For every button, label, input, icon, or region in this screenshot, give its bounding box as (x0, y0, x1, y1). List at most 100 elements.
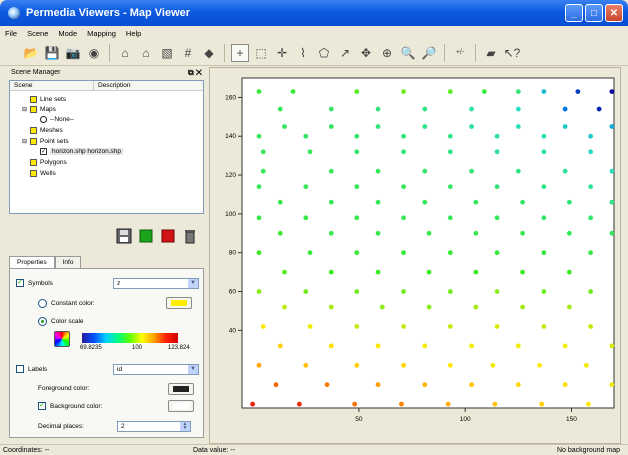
map-canvas[interactable]: 50 100 150 40 60 80 100 120 140 160 (209, 67, 621, 444)
home-view-icon[interactable]: ⌂ (142, 45, 150, 60)
collapse-icon[interactable]: ⊟ (22, 107, 28, 113)
color-scale-picker-icon[interactable] (54, 331, 70, 347)
trash-icon[interactable] (182, 228, 198, 244)
tree-item-line-sets[interactable]: Line sets (30, 95, 66, 104)
data-point (447, 215, 453, 221)
tree-item-point-sets[interactable]: ⊟ Point sets (22, 137, 69, 146)
zoom-window-icon[interactable]: ⊕ (381, 45, 393, 60)
labels-field-value: id (117, 366, 123, 373)
labels-field-select[interactable]: id ▼ (113, 364, 199, 375)
polyline-icon[interactable]: ⌇ (300, 45, 306, 60)
maximize-button[interactable]: □ (585, 4, 603, 22)
radio-empty-icon[interactable] (40, 116, 47, 123)
foreground-label: Foreground color: (38, 385, 90, 392)
measure-icon[interactable]: ↗ (339, 45, 351, 60)
menu-mapping[interactable]: Mapping (87, 28, 116, 38)
data-point (515, 168, 521, 174)
close-button[interactable]: ✕ (605, 4, 623, 22)
zoom-out-icon[interactable]: 🔎 (421, 45, 437, 60)
pan-icon[interactable]: ✥ (360, 45, 372, 60)
tree-item-label: Wells (40, 170, 56, 177)
book-icon[interactable]: ▰ (486, 45, 496, 60)
map-image-icon[interactable]: ▧ (161, 45, 173, 60)
x-tick-label: 50 (355, 416, 363, 423)
data-point (562, 124, 568, 129)
tree-item-wells[interactable]: Wells (30, 169, 56, 178)
scatter-plot[interactable]: 50 100 150 40 60 80 100 120 140 160 (210, 68, 622, 445)
data-point (375, 230, 381, 236)
dock-controls[interactable]: ⧉ ✕ (187, 67, 202, 77)
data-point (303, 362, 309, 368)
decimal-row: Decimal places: (38, 423, 84, 430)
collapse-icon[interactable]: ⊟ (22, 139, 28, 145)
data-point (328, 269, 334, 275)
show-all-green-icon[interactable] (138, 228, 154, 244)
data-point (609, 199, 615, 205)
foreground-color-button[interactable] (168, 383, 194, 395)
constant-color-radio[interactable] (38, 299, 47, 308)
background-checkbox[interactable]: ✓ (38, 402, 46, 410)
tree-item-none[interactable]: --None-- (40, 115, 74, 124)
data-point (354, 89, 360, 94)
tree-item-label: Line sets (40, 96, 67, 103)
toolbar-divider (109, 43, 110, 62)
decimal-places-spinbox[interactable]: 2 ▲ ▼ (117, 421, 191, 432)
menu-help[interactable]: Help (125, 28, 142, 38)
background-color-button[interactable] (168, 400, 194, 412)
data-point (399, 401, 404, 407)
data-point (328, 304, 334, 310)
hide-all-red-icon[interactable] (160, 228, 176, 244)
data-point (422, 124, 428, 129)
data-point (282, 269, 287, 275)
data-point (541, 324, 547, 329)
minimize-button[interactable]: _ (565, 4, 583, 22)
crosshair-icon[interactable]: ✛ (276, 45, 288, 60)
symbols-field-select[interactable]: z ▼ (113, 278, 199, 289)
horizon-description: horizon.shp (87, 148, 122, 155)
grid-icon[interactable]: # (184, 45, 192, 60)
data-point (260, 168, 266, 174)
data-point (375, 199, 381, 205)
color-scale-radio[interactable] (38, 317, 47, 326)
data-point (401, 289, 406, 294)
data-point (609, 230, 615, 236)
home-icon[interactable]: ⌂ (121, 45, 129, 60)
scene-tree[interactable]: Scene Description Line sets ⊟ Maps --Non… (9, 80, 204, 214)
camera-icon[interactable]: 📷 (65, 45, 81, 60)
save-icon[interactable]: 💾 (44, 45, 60, 60)
checkbox-checked-icon[interactable]: ✓ (40, 148, 47, 155)
data-point (515, 89, 521, 94)
symbols-checkbox[interactable]: ✓ (16, 279, 24, 287)
tree-item-horizon[interactable]: ✓ horizon.shp horizon.shp (40, 147, 124, 156)
rectangle-select-icon[interactable]: ⬚ (255, 45, 267, 60)
3d-view-icon[interactable]: ◆ (204, 45, 214, 60)
zoom-plus-minus-button[interactable]: +/- (455, 49, 465, 56)
decimal-places-value: 2 (121, 423, 125, 430)
constant-color-button[interactable] (166, 297, 192, 309)
data-point (290, 89, 296, 94)
spin-arrows-icon[interactable]: ▲ ▼ (180, 422, 190, 431)
data-point (401, 215, 406, 221)
tree-item-polygons[interactable]: Polygons (30, 158, 67, 167)
pointer-icon[interactable]: + (231, 43, 249, 62)
globe-icon[interactable]: ◉ (88, 45, 100, 60)
tree-item-maps[interactable]: ⊟ Maps (22, 105, 56, 114)
title-bar: Permedia Viewers - Map Viewer _ □ ✕ (0, 0, 628, 26)
polygon-icon[interactable]: ⬠ (318, 45, 330, 60)
whats-this-help-icon[interactable]: ↖? (503, 45, 521, 60)
zoom-in-icon[interactable]: 🔍 (400, 45, 416, 60)
data-point (586, 401, 591, 407)
menu-scene[interactable]: Scene (27, 28, 49, 38)
menu-mode[interactable]: Mode (58, 28, 78, 38)
column-description[interactable]: Description (98, 82, 131, 89)
menu-file[interactable]: File (5, 28, 18, 38)
tree-item-meshes[interactable]: Meshes (30, 126, 63, 135)
labels-checkbox[interactable] (16, 365, 24, 373)
tab-properties[interactable]: Properties (9, 256, 55, 268)
open-folder-icon[interactable]: 📂 (23, 45, 39, 60)
data-point (422, 106, 428, 112)
column-scene[interactable]: Scene (10, 81, 94, 90)
save-scene-icon[interactable] (116, 228, 132, 244)
background-label: Background color: (50, 402, 103, 410)
tab-info[interactable]: Info (54, 256, 82, 268)
